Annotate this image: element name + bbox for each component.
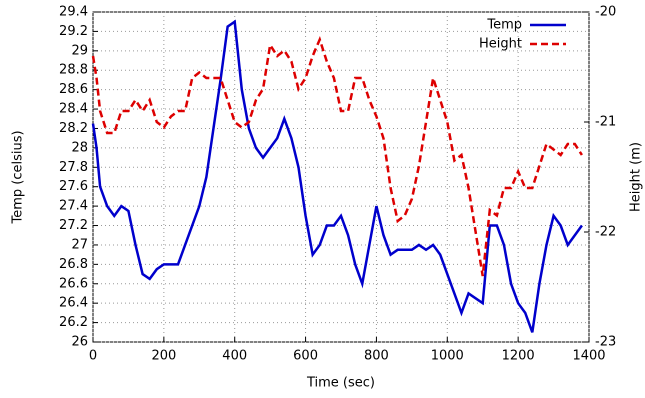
- legend-label: Temp: [486, 18, 522, 33]
- y-axis-title: Temp (celsius): [11, 130, 26, 224]
- y2-tick-label: -22: [595, 225, 616, 240]
- y-tick-label: 26.8: [59, 257, 88, 272]
- series-line: [91, 19, 583, 333]
- x-tick-label: 200: [151, 349, 176, 364]
- series-line: [91, 35, 583, 277]
- y-tick-label: 29.2: [59, 24, 88, 39]
- x-tick-label: 1400: [572, 349, 605, 364]
- y2-tick-label: -23: [595, 335, 616, 350]
- x-tick-label: 600: [293, 349, 318, 364]
- y-tick-label: 28.4: [59, 102, 88, 117]
- x-axis-title: Time (sec): [306, 376, 375, 391]
- y-tick-label: 26: [71, 335, 88, 350]
- y-tick-label: 29: [71, 43, 88, 58]
- x-tick-label: 800: [364, 349, 389, 364]
- y-tick-label: 27.4: [59, 199, 88, 214]
- x-tick-label: 1200: [502, 349, 535, 364]
- y2-tick-label: -21: [595, 115, 616, 130]
- y-tick-label: 28.6: [59, 82, 88, 97]
- y-tick-label: 26.2: [59, 315, 88, 330]
- y-tick-label: 26.4: [59, 296, 88, 311]
- y-tick-label: 28.2: [59, 121, 88, 136]
- x-tick-label: 0: [89, 349, 97, 364]
- y-tick-label: 26.6: [59, 276, 88, 291]
- y-tick-label: 27.8: [59, 160, 88, 175]
- y-tick-label: 27.2: [59, 218, 88, 233]
- y2-tick-label: -20: [595, 5, 616, 20]
- y-tick-label: 28: [71, 140, 88, 155]
- y2-axis-title: Height (m): [629, 142, 644, 212]
- y-tick-label: 28.8: [59, 63, 88, 78]
- x-tick-label: 1000: [431, 349, 464, 364]
- legend-label: Height: [479, 37, 522, 52]
- y-tick-label: 27.6: [59, 179, 88, 194]
- y-tick-label: 27: [71, 237, 88, 252]
- y-tick-label: 29.4: [59, 5, 88, 20]
- x-tick-label: 400: [222, 349, 247, 364]
